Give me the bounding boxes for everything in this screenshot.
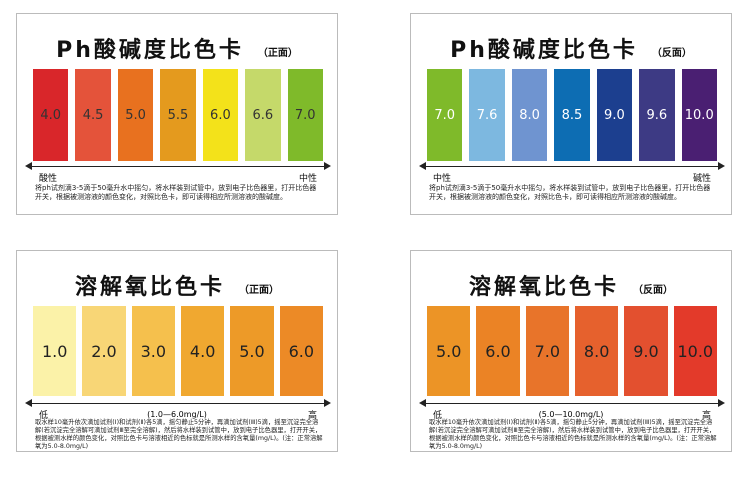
swatch: 8.0 (574, 306, 619, 396)
color-card: 溶解氧比色卡 （正面） 1.0 2.0 3.0 4.0 5.0 6.0 低 高 (1.0—6.0mg… (16, 250, 338, 452)
swatch: 7.0 (427, 69, 463, 161)
swatch: 6.6 (245, 69, 281, 161)
swatch: 9.0 (624, 306, 668, 396)
scale-right-label: 高 (307, 411, 317, 421)
swatch: 7.0 (287, 69, 323, 161)
swatch: 8.5 (554, 69, 590, 161)
swatch: 6.0 (476, 306, 520, 396)
swatch: 4.5 (75, 69, 111, 161)
scale-left-label: 中性 (433, 174, 452, 184)
swatch: 6.0 (279, 306, 323, 396)
swatch: 9.0 (596, 69, 633, 161)
swatch: 5.0 (427, 306, 471, 396)
swatch-row: 7.0 7.6 8.0 8.5 9.0 9.6 10.0 (427, 69, 717, 161)
title-text: Ph酸碱度比色卡 (56, 38, 244, 63)
swatch-row: 5.0 6.0 7.0 8.0 9.0 10.0 (427, 306, 717, 396)
title-text: 溶解氧比色卡 (74, 275, 225, 300)
color-card: Ph酸碱度比色卡 （反面） 7.0 7.6 8.0 8.5 9.0 9.6 10.0 中性 碱性 将p… (410, 13, 732, 215)
card-title: Ph酸碱度比色卡 （正面） (17, 32, 337, 64)
side-label: （反面） (651, 47, 692, 59)
instructions: 取水样10毫升依次滴加试剂(Ⅰ)和试剂(Ⅱ)各5滴，摇匀静止5分钟，再滴加试剂(… (35, 419, 323, 450)
swatch: 4.0 (180, 306, 225, 396)
card-title: 溶解氧比色卡 （反面） (411, 269, 731, 301)
card-title: Ph酸碱度比色卡 （反面） (411, 32, 731, 64)
side-label: （正面） (257, 47, 298, 59)
title-text: Ph酸碱度比色卡 (450, 38, 638, 63)
side-label: （正面） (239, 284, 279, 296)
swatch: 5.0 (230, 306, 274, 396)
swatch: 7.0 (525, 306, 569, 396)
swatch: 9.6 (639, 69, 675, 161)
swatch: 8.0 (511, 69, 548, 161)
scale-left-label: 低 (433, 411, 443, 421)
instructions: 将ph试剂滴3-5滴于50毫升水中摇匀，将水样装到试管中，放到电子比色器里，打开… (35, 184, 317, 201)
swatch: 1.0 (33, 306, 77, 396)
scale-right-label: 高 (701, 411, 711, 421)
range-label: (5.0—10.0mg/L) (538, 410, 604, 419)
instructions: 取水样10毫升依次滴加试剂(Ⅰ)和试剂(Ⅱ)各5滴，摇匀静止5分钟，再滴加试剂(… (429, 419, 717, 450)
swatch: 5.5 (160, 69, 196, 161)
scale-arrow (25, 399, 331, 407)
side-label: （反面） (633, 284, 673, 296)
scale-left-label: 低 (39, 411, 49, 421)
color-card: 溶解氧比色卡 （反面） 5.0 6.0 7.0 8.0 9.0 10.0 低 高 (5.0—10.0… (410, 250, 732, 452)
swatch-row: 1.0 2.0 3.0 4.0 5.0 6.0 (33, 306, 323, 396)
swatch: 7.6 (469, 69, 505, 161)
scale-arrow (25, 162, 331, 170)
card-title: 溶解氧比色卡 （正面） (17, 269, 337, 301)
swatch: 3.0 (131, 306, 175, 396)
scale-left-label: 酸性 (39, 174, 58, 184)
instructions: 将ph试剂滴3-5滴于50毫升水中摇匀，将水样装到试管中，放到电子比色器里，打开… (429, 184, 711, 201)
scale-right-label: 中性 (298, 174, 317, 184)
swatch: 10.0 (681, 69, 717, 161)
swatch: 4.0 (33, 69, 69, 161)
swatch-row: 4.0 4.5 5.0 5.5 6.0 6.6 7.0 (33, 69, 323, 161)
scale-arrow (419, 399, 725, 407)
title-text: 溶解氧比色卡 (468, 275, 619, 300)
scale-arrow (419, 162, 725, 170)
range-label: (1.0—6.0mg/L) (147, 410, 207, 419)
swatch: 6.0 (202, 69, 239, 161)
scale-right-label: 碱性 (692, 174, 711, 184)
swatch: 10.0 (673, 306, 717, 396)
swatch: 2.0 (82, 306, 126, 396)
swatch: 5.0 (117, 69, 154, 161)
color-card: Ph酸碱度比色卡 （正面） 4.0 4.5 5.0 5.5 6.0 6.6 7.0 酸性 中性 将ph… (16, 13, 338, 215)
